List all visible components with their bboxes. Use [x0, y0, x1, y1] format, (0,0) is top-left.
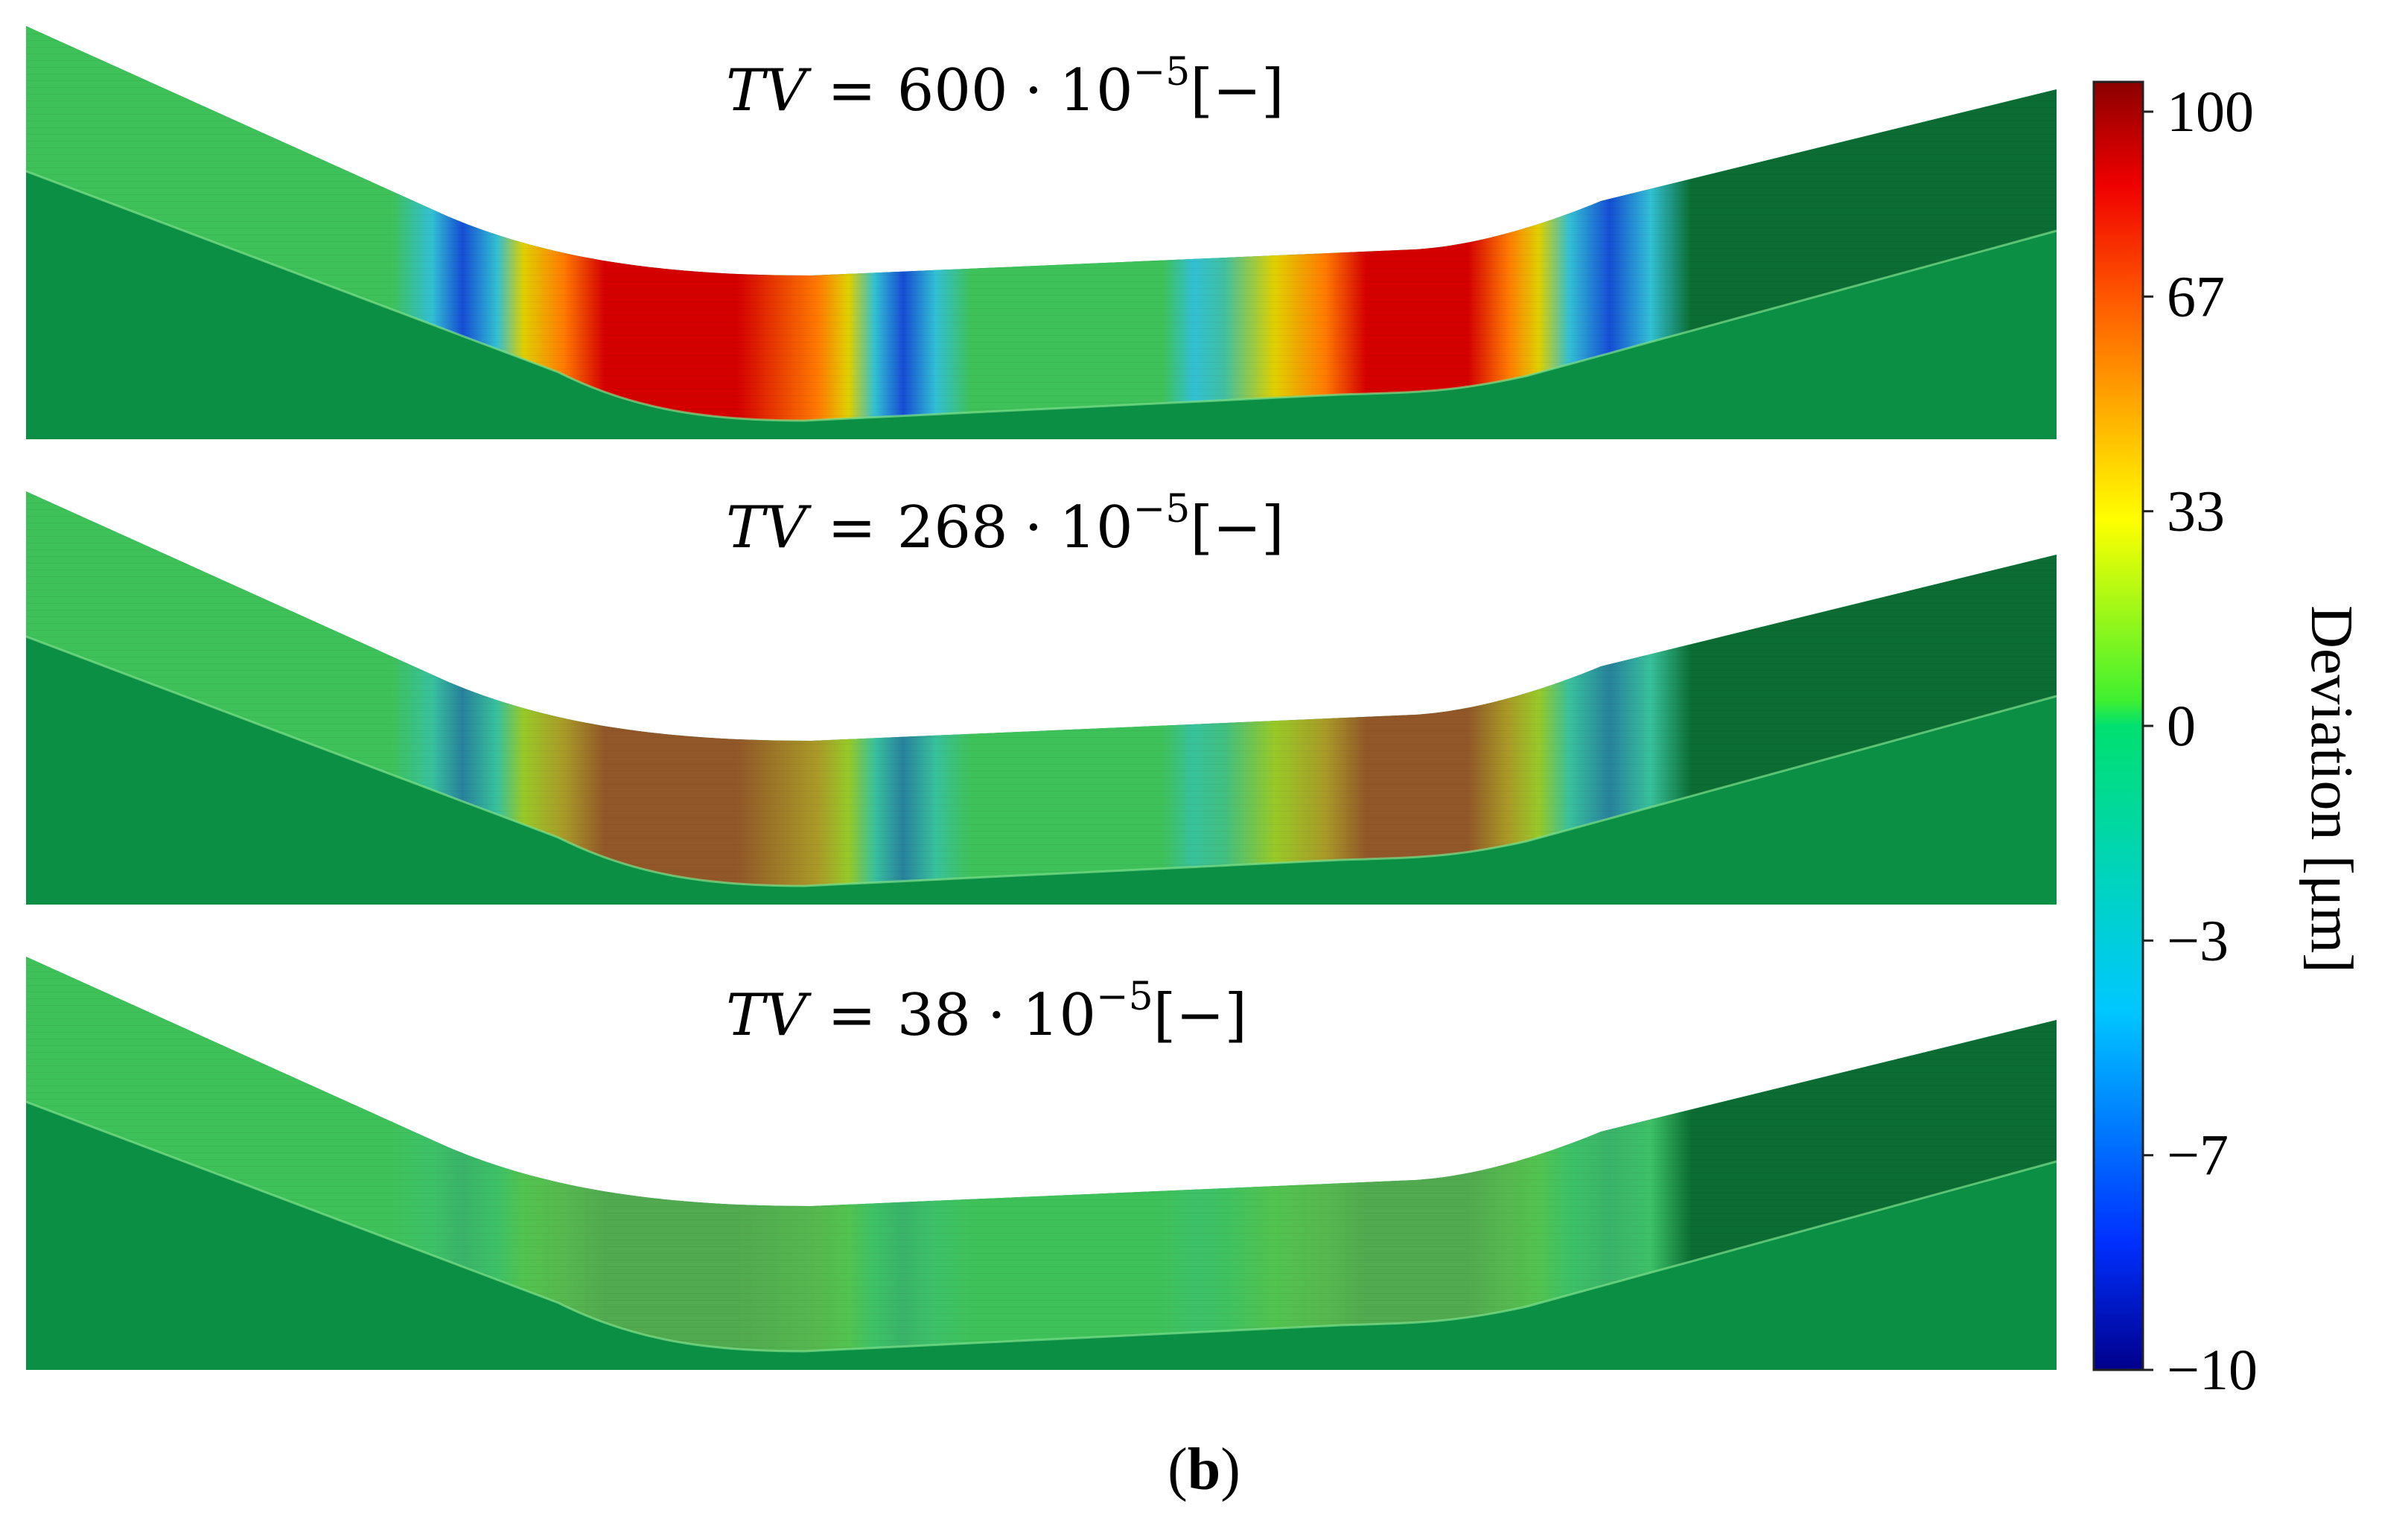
surface-scanlines: [26, 491, 2057, 886]
panel-white-region: [26, 949, 2057, 1206]
colorbar-tick-label: 33: [2167, 479, 2225, 543]
colorbar-tick-label: −10: [2167, 1337, 2258, 1402]
surface-scanlines: [26, 957, 2057, 1351]
tv-label-268: TV = 268 · 10−5[−]: [726, 487, 1284, 561]
panel-white-region: [26, 484, 2057, 741]
colorbar-gradient: [2092, 80, 2144, 1371]
surface-edge: [25, 1100, 2057, 1353]
colorbar-title: Deviation [μm]: [2299, 605, 2364, 973]
figure-caption: (b): [1168, 1437, 1240, 1502]
colorbar: 100 67 33 0 −3 −7 −10 Deviation [μm]: [2092, 79, 2364, 1402]
panel-tv-268: [25, 484, 2057, 905]
colorbar-tick-label: −7: [2167, 1123, 2229, 1187]
colorbar-tick-label: 100: [2167, 79, 2254, 144]
colorbar-tick-label: −3: [2167, 908, 2229, 972]
panel-tv-600: [25, 19, 2057, 439]
colorbar-tick-label: 0: [2167, 693, 2196, 758]
tv-label-38: TV = 38 · 10−5[−]: [726, 975, 1247, 1049]
surface-edge: [25, 170, 2057, 422]
tv-label-600: TV = 600 · 10−5[−]: [726, 50, 1284, 124]
panel-tv-38: [25, 949, 2057, 1370]
panel-white-region: [26, 19, 2057, 275]
surface-edge: [25, 635, 2057, 887]
surface-scanlines: [26, 26, 2057, 421]
colorbar-tick-label: 67: [2167, 264, 2225, 328]
